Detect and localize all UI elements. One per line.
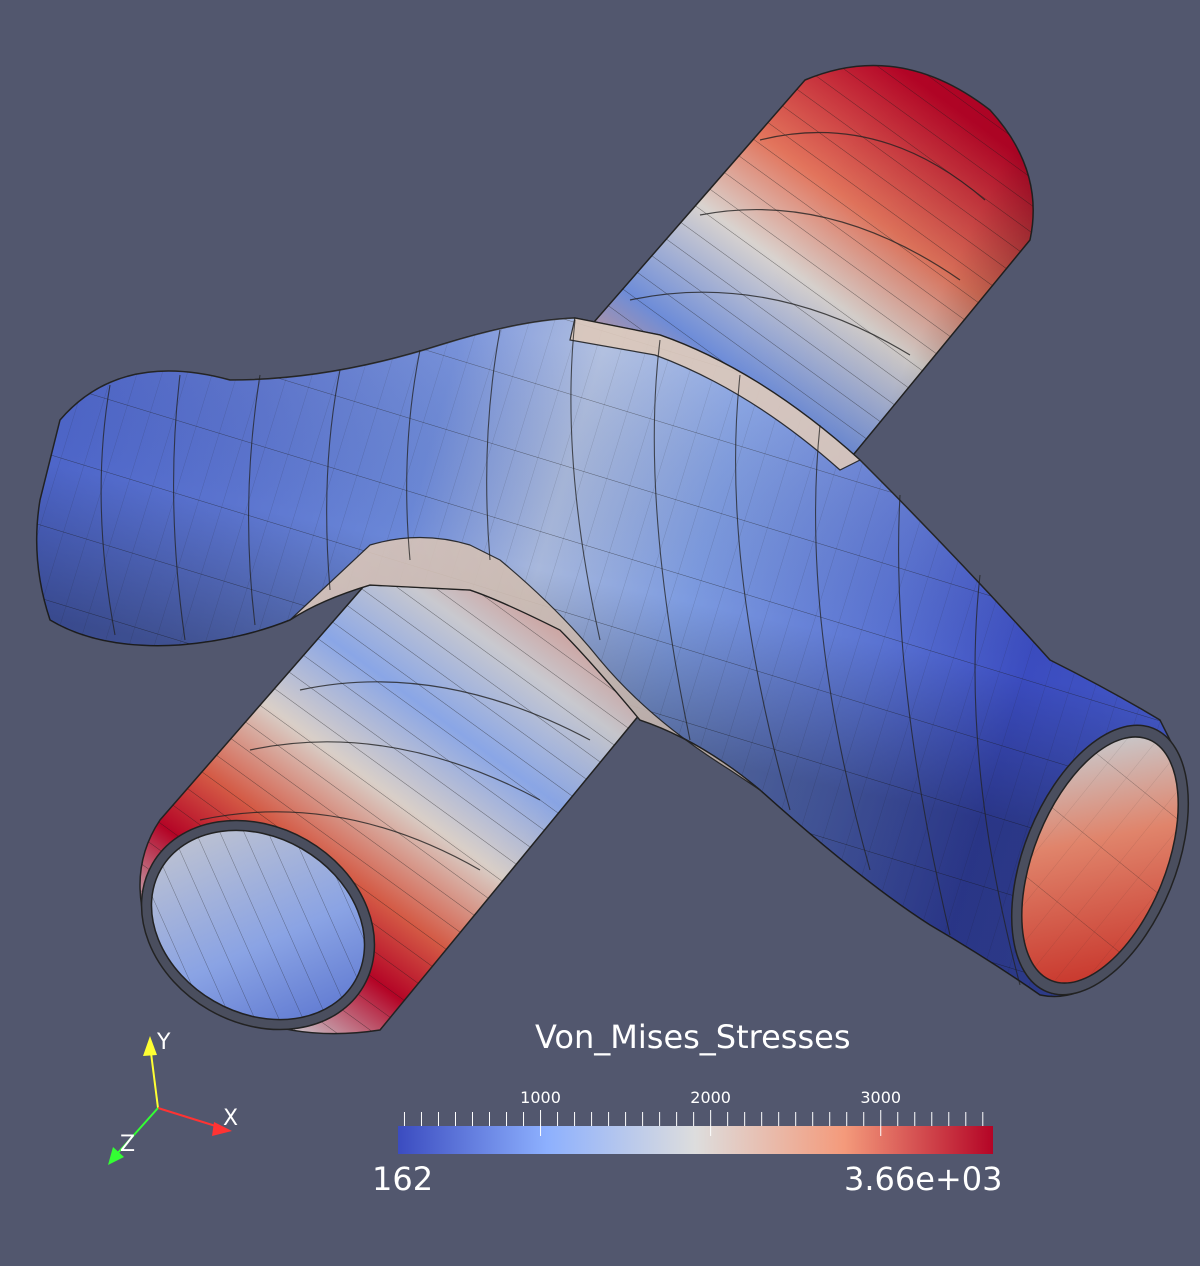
colorbar-tick-label: 3000 (860, 1088, 902, 1107)
colorbar-min-label: 162 (372, 1160, 434, 1198)
colorbar-tick-label: 1000 (520, 1088, 561, 1107)
y-axis-label: Y (157, 1030, 171, 1055)
x-axis-label: X (223, 1106, 239, 1131)
x-axis-arrow-icon (212, 1122, 232, 1136)
colorbar-ticks (403, 1110, 984, 1136)
colorbar-tick-label: 2000 (690, 1088, 731, 1107)
colorbar-max-label: 3.66e+03 (844, 1160, 1003, 1198)
y-axis-line (149, 1044, 159, 1109)
orientation-axes (108, 1036, 232, 1165)
colorbar-gradient (398, 1126, 993, 1154)
legend-title: Von_Mises_Stresses (535, 1018, 851, 1056)
branch-pipe (35, 317, 1190, 998)
y-axis-arrow-icon (143, 1036, 157, 1056)
z-axis-arrow-icon (108, 1147, 124, 1165)
z-axis-label: Z (120, 1132, 136, 1157)
x-axis-line (157, 1107, 223, 1129)
scalar-bar (398, 1110, 993, 1154)
z-axis-line (115, 1107, 159, 1156)
